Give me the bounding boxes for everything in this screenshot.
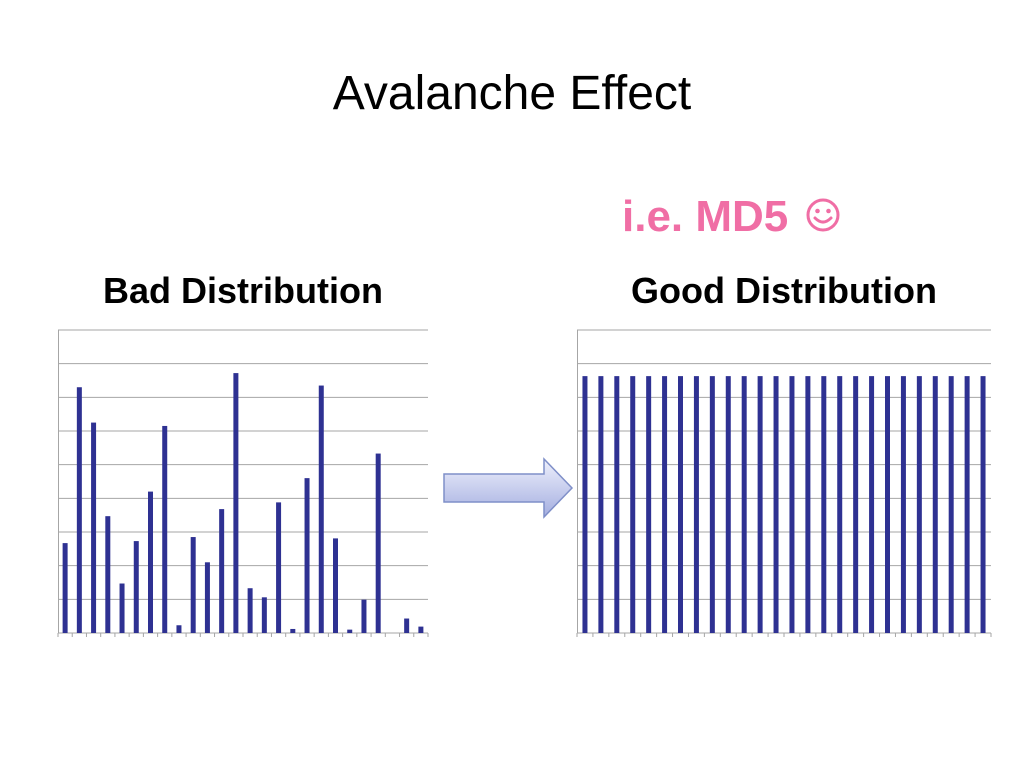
good-chart-bar-26 xyxy=(980,376,986,633)
bad-chart-bar-3 xyxy=(91,422,97,633)
bad-chart-bar-13 xyxy=(233,373,239,633)
good-chart-bar-23 xyxy=(932,376,938,633)
md5-note-text: i.e. MD5 xyxy=(622,192,789,241)
bad-chart-bar-2 xyxy=(76,387,82,633)
good-chart-bar-2 xyxy=(598,376,604,633)
good-chart-bar-16 xyxy=(821,376,827,633)
good-chart-bar-24 xyxy=(948,376,954,633)
bad-chart-bar-9 xyxy=(176,625,182,633)
bad-chart-bar-17 xyxy=(290,628,296,633)
bad-chart-bar-21 xyxy=(347,629,353,633)
good-chart-bar-12 xyxy=(757,376,763,633)
bad-chart-bar-5 xyxy=(119,583,125,633)
slide-title: Avalanche Effect xyxy=(332,67,692,120)
bad-chart-bar-20 xyxy=(333,538,338,633)
good-chart-bar-15 xyxy=(805,376,811,633)
good-chart-bar-20 xyxy=(885,376,890,633)
bad-chart-bar-14 xyxy=(247,588,253,633)
right-arrow-icon xyxy=(443,457,574,519)
bad-chart-bar-1 xyxy=(62,543,68,633)
bad-chart-bar-4 xyxy=(105,516,111,633)
good-chart-bar-14 xyxy=(789,376,795,633)
good-chart-bar-1 xyxy=(582,376,588,633)
good-chart-bar-7 xyxy=(678,376,683,633)
good-chart-bar-11 xyxy=(741,376,747,633)
good-chart-bar-21 xyxy=(900,376,906,633)
bad-chart-bar-22 xyxy=(361,599,367,633)
bad-chart-bar-11 xyxy=(204,562,210,633)
good-chart-bar-22 xyxy=(916,376,922,633)
bad-chart-bar-23 xyxy=(375,453,381,633)
good-chart-bar-8 xyxy=(693,376,699,633)
md5-note: i.e. MD5 xyxy=(622,192,841,242)
good-chart-bar-10 xyxy=(725,376,731,633)
good-chart-bar-4 xyxy=(630,376,636,633)
good-chart-title: Good Distribution xyxy=(631,270,937,311)
bad-chart-title: Bad Distribution xyxy=(103,270,383,311)
bad-chart-bar-16 xyxy=(276,502,282,633)
bad-chart-bar-19 xyxy=(318,385,324,633)
good-chart-bar-18 xyxy=(853,376,859,633)
good-chart-bar-9 xyxy=(709,376,715,633)
good-chart-bar-5 xyxy=(646,376,652,633)
good-distribution-chart xyxy=(576,329,992,637)
good-chart-bar-13 xyxy=(773,376,779,633)
bad-chart-bar-18 xyxy=(304,478,310,633)
bad-chart-bar-25 xyxy=(404,618,410,633)
good-chart-bar-3 xyxy=(614,376,620,633)
bad-chart-bar-12 xyxy=(219,509,225,633)
bad-chart-bar-15 xyxy=(261,597,267,633)
bad-chart-bar-8 xyxy=(162,425,168,633)
good-chart-bar-25 xyxy=(964,376,970,633)
bad-chart-bar-10 xyxy=(190,537,196,633)
bad-distribution-chart xyxy=(57,329,429,637)
good-chart-bar-17 xyxy=(837,376,843,633)
bad-chart-bar-7 xyxy=(148,491,153,633)
good-chart-bar-19 xyxy=(869,376,875,633)
good-chart-bar-6 xyxy=(662,376,668,633)
smiley-icon xyxy=(806,198,840,232)
bad-chart-bar-6 xyxy=(133,541,139,633)
bad-chart-bar-26 xyxy=(418,626,424,633)
